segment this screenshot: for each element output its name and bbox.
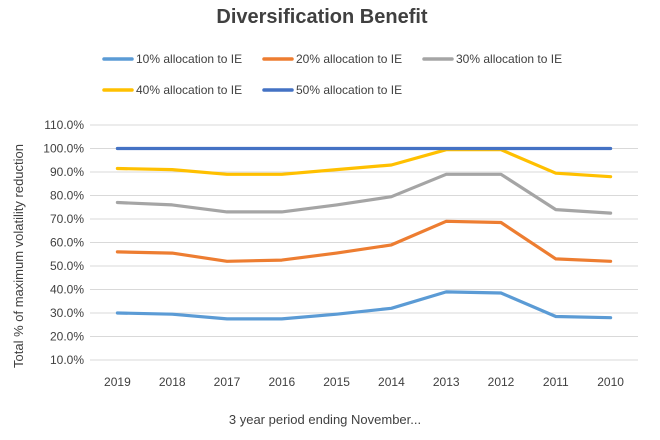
y-axis-ticks: 10.0% 20.0% 30.0% 40.0% 50.0% 60.0% 70.0% 80.0%… [43,118,84,367]
x-tick-label: 2018 [159,375,186,389]
series-line-3 [115,172,613,215]
legend-label: 40% allocation to IE [136,83,242,97]
x-tick-label: 2016 [268,375,295,389]
y-tick-label: 60.0% [50,236,84,250]
x-tick-label: 2014 [378,375,405,389]
x-tick-label: 2015 [323,375,350,389]
y-tick-label: 40.0% [50,283,84,297]
series-lines [115,146,613,321]
series-line-4 [115,148,613,179]
x-axis-title: 3 year period ending November... [229,412,421,427]
legend-label: 30% allocation to IE [456,52,562,66]
legend-label: 50% allocation to IE [296,83,402,97]
gridlines [90,124,638,361]
y-tick-label: 10.0% [50,353,84,367]
legend: 10% allocation to IE 20% allocation to IE… [102,52,562,97]
y-tick-label: 50.0% [50,259,84,273]
y-tick-label: 80.0% [50,189,84,203]
x-tick-label: 2019 [104,375,131,389]
x-tick-label: 2011 [543,375,569,389]
legend-label: 10% allocation to IE [136,52,242,66]
x-axis-ticks: 2019 2018 2017 2016 2015 2014 2013 2012 2011 2010 [104,375,624,389]
x-tick-label: 2012 [488,375,515,389]
chart-title: Diversification Benefit [216,6,428,28]
y-tick-label: 30.0% [50,306,84,320]
x-tick-label: 2010 [597,375,624,389]
series-line-1 [115,290,613,321]
x-tick-label: 2013 [433,375,460,389]
y-tick-label: 20.0% [50,330,84,344]
y-tick-label: 110.0% [44,118,84,132]
y-axis-title: Total % of maximum volatility reduction [11,144,26,368]
y-tick-label: 70.0% [50,212,84,226]
series-line-2 [115,219,613,263]
x-tick-label: 2017 [214,375,241,389]
y-tick-label: 100.0% [43,142,84,156]
y-tick-label: 90.0% [50,165,84,179]
legend-label: 20% allocation to IE [296,52,402,66]
